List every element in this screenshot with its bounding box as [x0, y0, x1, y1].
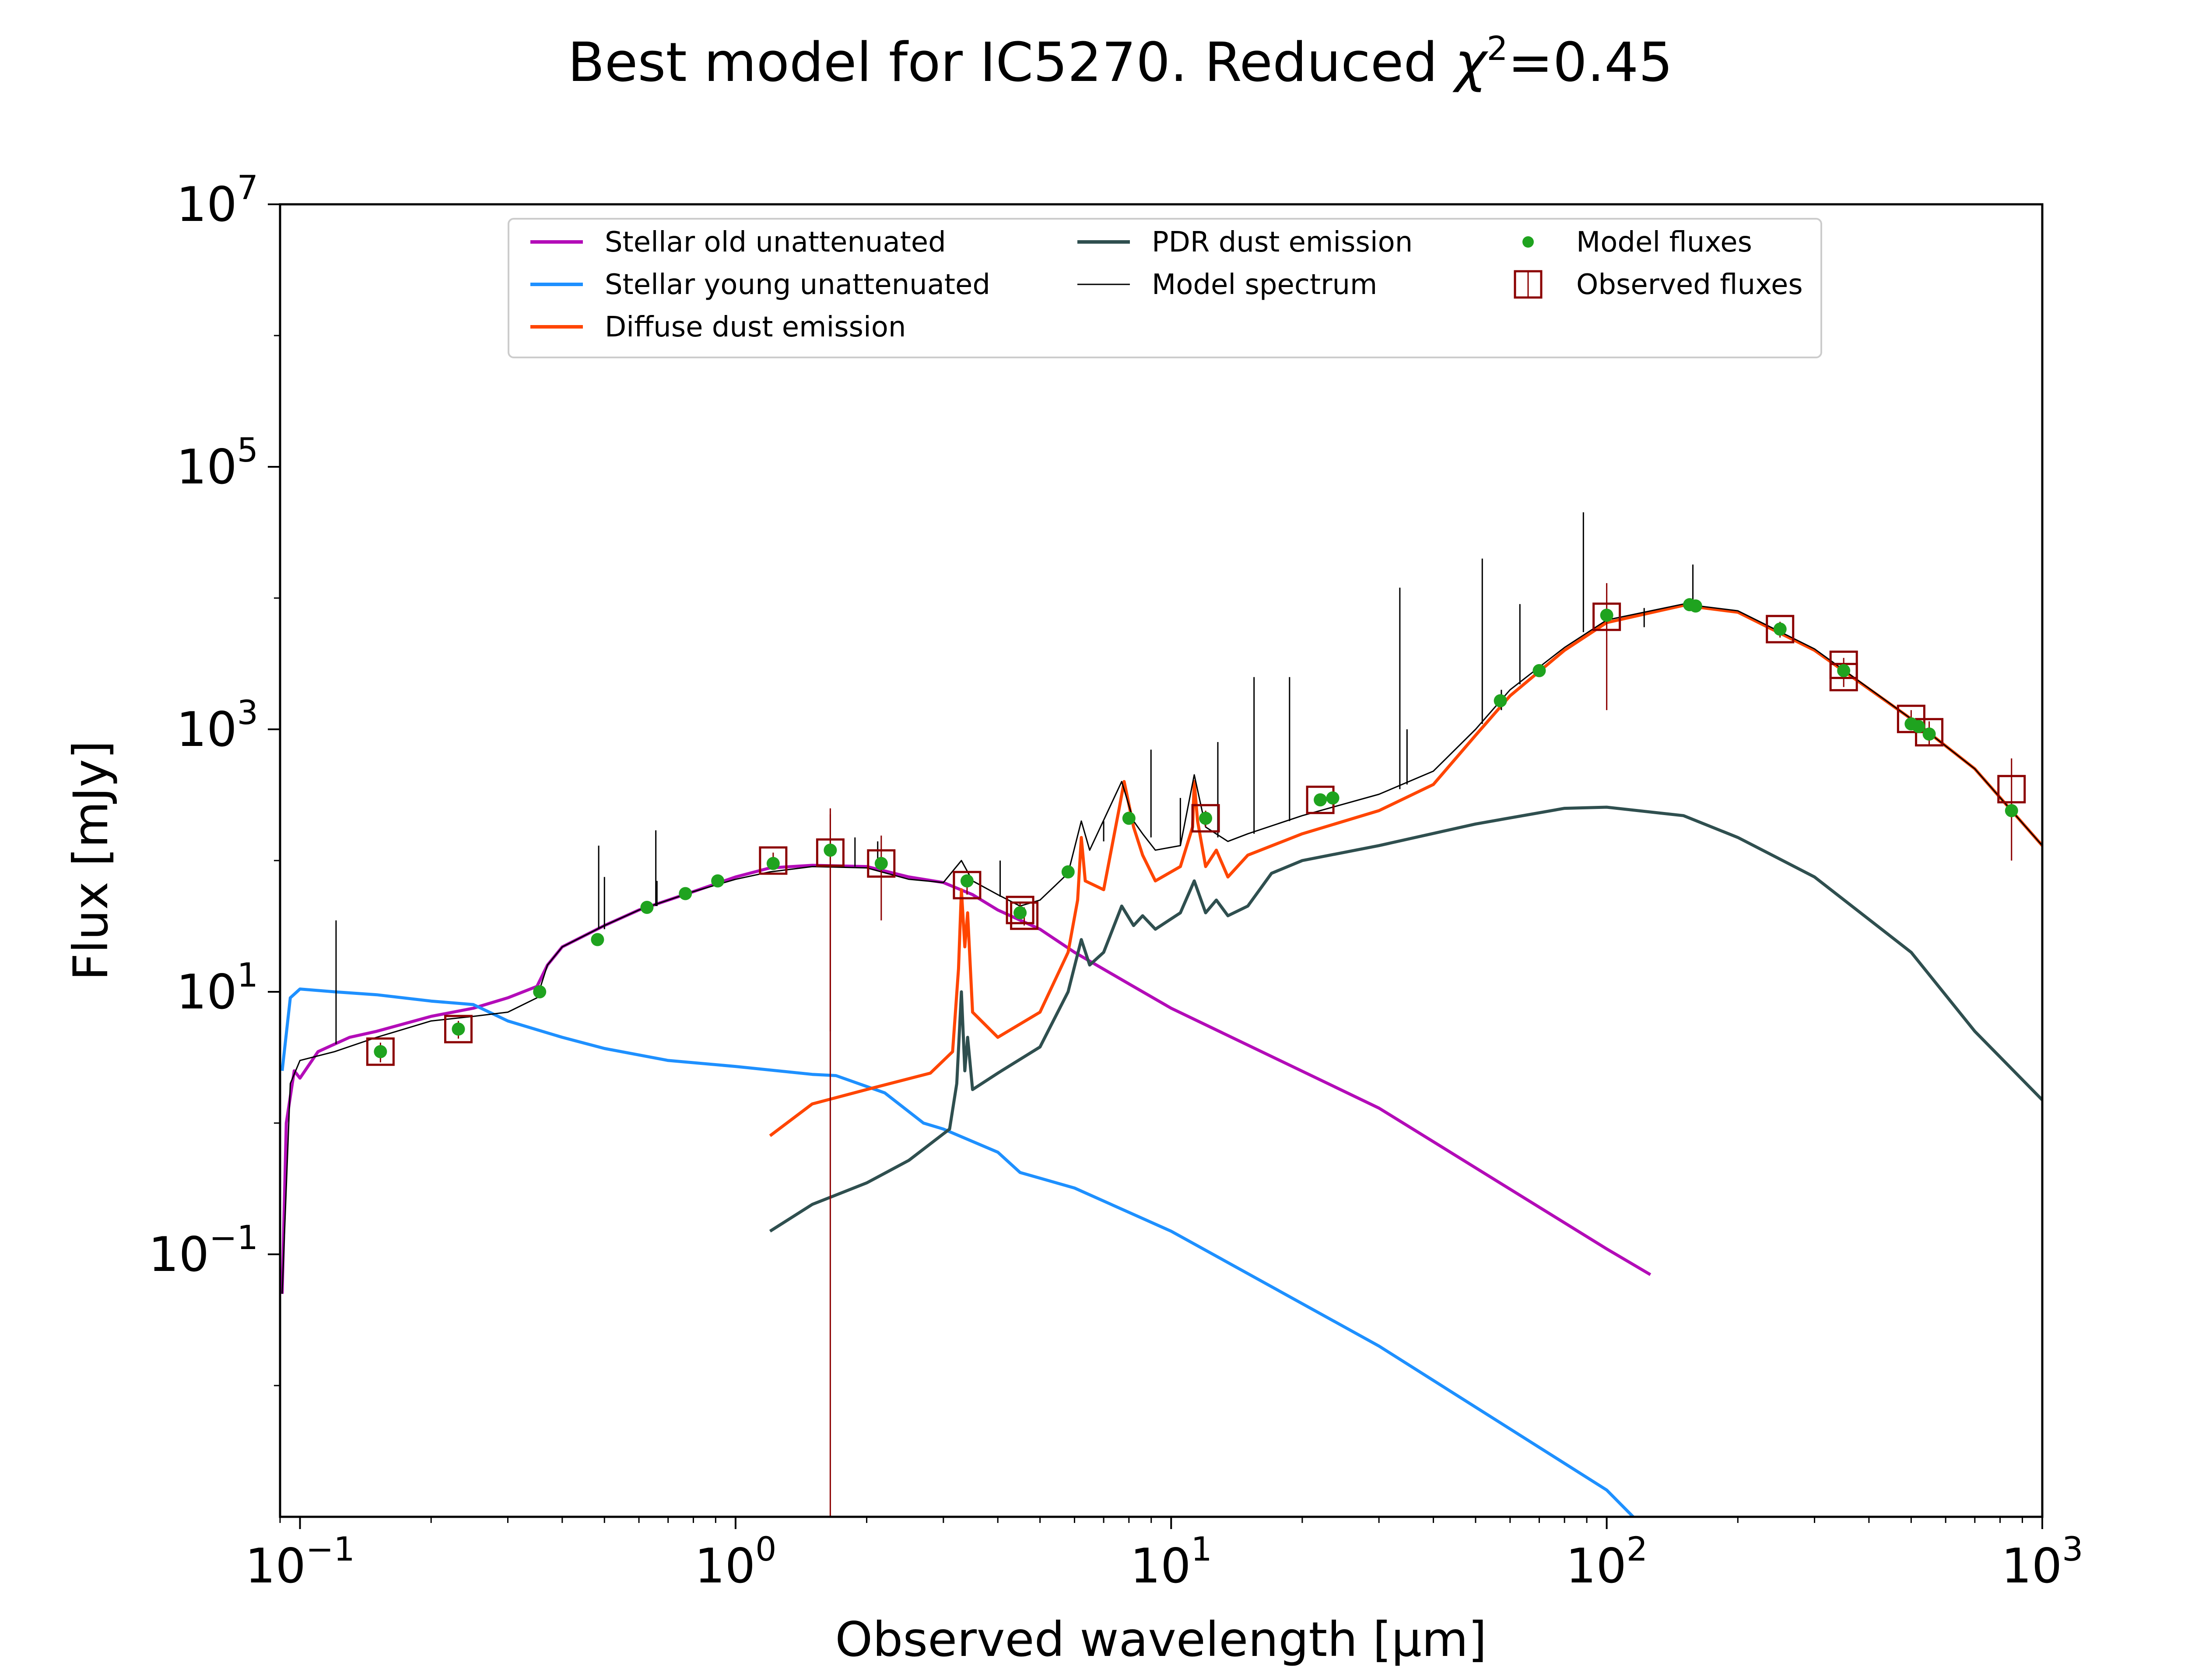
x-tick-base: 10: [1130, 1538, 1191, 1594]
x-tick-label: 10−1: [245, 1530, 355, 1594]
model-flux-point: [960, 874, 974, 888]
observed-flux-marker: [366, 1037, 395, 1066]
x-tick-exponent: 2: [1627, 1530, 1648, 1568]
model-flux-point: [640, 900, 654, 914]
x-tick-exponent: 1: [1191, 1530, 1212, 1568]
x-tick-base: 10: [2001, 1538, 2062, 1594]
model-flux-point: [1689, 599, 1702, 613]
x-tick-label: 100: [694, 1530, 776, 1594]
title-chi: χ: [1452, 32, 1489, 94]
model-flux-point: [1912, 720, 1925, 733]
y-tick-label: 10−1: [148, 1218, 258, 1282]
observed-flux-marker: [1997, 775, 2026, 804]
y-tick-base: 10: [148, 1227, 209, 1282]
model-flux-point: [1494, 694, 1507, 707]
x-tick-base: 10: [245, 1538, 306, 1594]
legend-box: [508, 218, 1822, 358]
y-tick-label: 107: [176, 168, 258, 232]
x-tick-base: 10: [1566, 1538, 1627, 1594]
x-tick-exponent: 0: [755, 1530, 776, 1568]
x-tick-base: 10: [694, 1538, 755, 1594]
model-flux-point: [452, 1022, 465, 1036]
observed-flux-marker: [867, 849, 896, 878]
legend-label-model-spectrum: Model spectrum: [1152, 269, 1377, 301]
model-flux-point: [1061, 865, 1075, 878]
y-tick-base: 10: [176, 702, 237, 757]
model-flux-point: [1773, 622, 1787, 636]
model-fluxes: [374, 598, 2018, 1058]
x-axis-label: Observed wavelength [μm]: [835, 1612, 1487, 1667]
observed-flux-marker: [1592, 602, 1621, 631]
legend-swatch-model-fluxes: [1522, 236, 1534, 248]
y-tick-label: 105: [176, 430, 258, 495]
model-flux-point: [1122, 812, 1136, 825]
model-flux-point: [374, 1045, 387, 1058]
model-flux-point: [1199, 812, 1213, 825]
y-tick-exponent: 7: [237, 168, 258, 207]
model-flux-point: [2005, 804, 2018, 817]
legend-label-model-fluxes: Model fluxes: [1576, 226, 1752, 259]
y-axis-label: Flux [mJy]: [63, 740, 119, 980]
observed-flux-marker: [1829, 663, 1858, 692]
y-tick-exponent: 5: [237, 430, 258, 469]
model-flux-point: [1314, 793, 1327, 807]
model-flux-point: [533, 985, 547, 998]
legend-label-diffuse-dust-emission: Diffuse dust emission: [605, 311, 906, 343]
legend-label-stellar-young-unattenuated: Stellar young unattenuated: [605, 269, 990, 301]
x-tick-exponent: −1: [306, 1530, 355, 1568]
y-tick-label: 101: [176, 956, 258, 1020]
x-tick-exponent: 3: [2062, 1530, 2083, 1568]
legend-label-pdr-dust-emission: PDR dust emission: [1152, 226, 1413, 259]
legend: Stellar old unattenuated Stellar young un…: [508, 218, 1822, 358]
x-tick-label: 103: [2001, 1530, 2083, 1594]
y-tick-exponent: 3: [237, 693, 258, 732]
y-tick-label: 103: [176, 693, 258, 757]
title-suffix: =0.45: [1508, 32, 1673, 94]
model-flux-point: [1600, 609, 1613, 622]
y-tick-base: 10: [176, 964, 237, 1020]
x-tick-label: 102: [1566, 1530, 1648, 1594]
series-diffuse-dust-emission: [769, 604, 2042, 1137]
observed-flux-marker: [816, 838, 845, 867]
observed-flux-marker: [1766, 615, 1795, 644]
title-superscript: 2: [1487, 29, 1508, 68]
model-flux-point: [874, 857, 888, 870]
y-tick-exponent: −1: [209, 1218, 258, 1257]
x-tick-label: 101: [1130, 1530, 1212, 1594]
observed-flux-marker: [444, 1015, 473, 1043]
chart-title: Best model for IC5270. Reduced χ2=0.45: [568, 29, 1673, 94]
legend-label-observed-fluxes: Observed fluxes: [1576, 269, 1803, 301]
y-tick-base: 10: [176, 439, 237, 495]
model-flux-point: [1013, 906, 1027, 920]
model-flux-point: [824, 844, 837, 857]
observed-flux-marker: [1006, 896, 1034, 924]
title-prefix: Best model for IC5270. Reduced: [568, 32, 1455, 94]
model-flux-point: [1922, 727, 1936, 741]
observed-flux-marker: [759, 846, 788, 875]
model-flux-point: [766, 857, 780, 870]
model-flux-point: [1326, 791, 1339, 805]
observed-fluxes: [366, 583, 2026, 1066]
model-flux-point: [1532, 664, 1546, 677]
legend-label-stellar-old-unattenuated: Stellar old unattenuated: [605, 226, 946, 259]
observed-flux-marker: [1010, 901, 1039, 930]
plot-area: [281, 512, 2042, 1517]
y-tick-base: 10: [176, 177, 237, 232]
model-flux-point: [591, 933, 604, 946]
series-pdr-dust-emission: [769, 805, 2042, 1233]
observed-flux-marker: [1191, 804, 1220, 833]
model-flux-point: [1837, 664, 1851, 677]
emission-lines: [335, 512, 1694, 1044]
y-tick-exponent: 1: [237, 956, 258, 994]
observed-flux-marker: [953, 871, 982, 900]
model-flux-point: [679, 887, 692, 900]
model-flux-point: [711, 874, 725, 888]
series-stellar-young-unattenuated: [281, 987, 1634, 1517]
